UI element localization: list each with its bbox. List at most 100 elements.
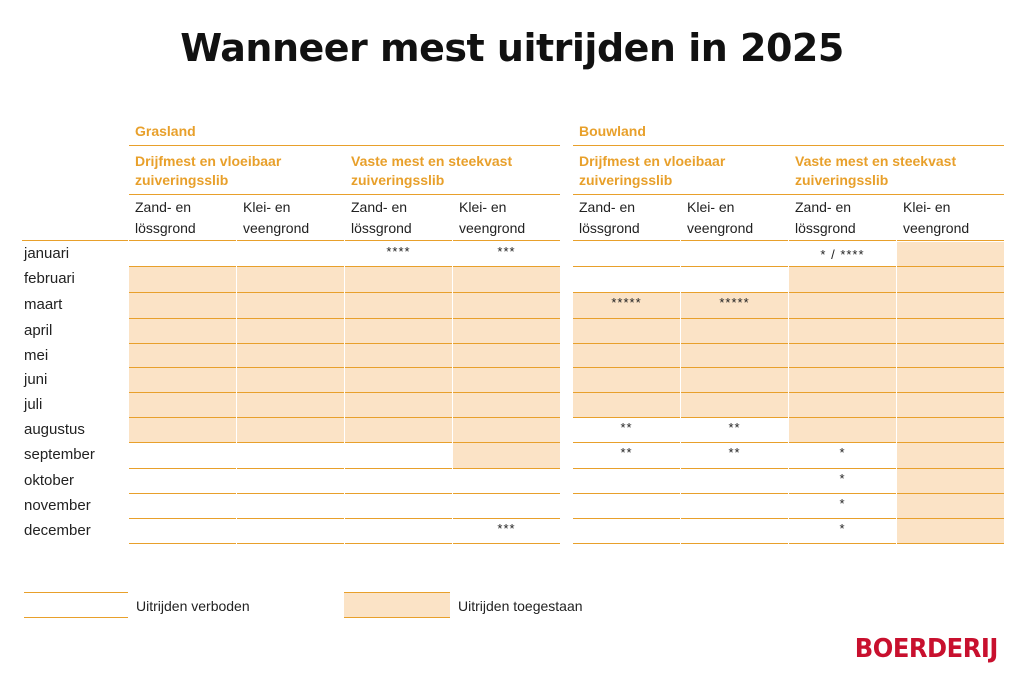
calendar-cell-rule [573, 266, 680, 267]
calendar-cell-rule [237, 493, 344, 494]
calendar-cell-1-0-0-november [573, 494, 680, 518]
calendar-cell-rule [573, 367, 680, 368]
month-label-april: april [24, 322, 53, 339]
calendar-cell-rule [573, 417, 680, 418]
month-row-rule [22, 417, 128, 418]
calendar-cell-rule [345, 292, 452, 293]
calendar-cell-1-0-1-maart: ***** [681, 293, 788, 318]
legend-swatch-forbidden-bottom [24, 617, 128, 618]
calendar-cell-1-0-1-september: ** [681, 443, 788, 468]
calendar-cell-rule [897, 318, 1004, 319]
calendar-cell-rule [453, 367, 560, 368]
calendar-cell-0-0-1-juni [237, 368, 344, 392]
month-row-rule [22, 442, 128, 443]
column-header-1-1-0: Zand- en lössgrond [795, 199, 856, 236]
calendar-cell-rule [897, 518, 1004, 519]
calendar-cell-rule [681, 266, 788, 267]
calendar-cell-rule [681, 468, 788, 469]
calendar-cell-1-1-1-november [897, 494, 1004, 518]
calendar-cell-rule [453, 417, 560, 418]
calendar-cell-1-1-1-april [897, 319, 1004, 343]
calendar-cell-0-0-0-juni [129, 368, 236, 392]
group-header-rule-0 [129, 145, 560, 146]
calendar-cell-rule [237, 518, 344, 519]
cell-footnote-marker: ** [620, 420, 633, 435]
calendar-cell-rule [681, 417, 788, 418]
calendar-cell-rule [573, 468, 680, 469]
calendar-cell-1-0-0-april [573, 319, 680, 343]
calendar-cell-0-1-0-januari: **** [345, 242, 452, 266]
group-header-rule-1 [573, 145, 1004, 146]
calendar-cell-rule [129, 266, 236, 267]
calendar-cell-rule [681, 292, 788, 293]
calendar-cell-rule [237, 442, 344, 443]
calendar-cell-rule [453, 266, 560, 267]
cell-footnote-marker: * / **** [820, 247, 865, 262]
cell-footnote-marker: * [839, 471, 846, 486]
subgroup-header-0-0: Drijfmest en vloeibaar zuiveringsslib [135, 153, 282, 188]
group-header-bouwland: Bouwland [579, 123, 646, 139]
calendar-cell-rule [237, 343, 344, 344]
calendar-cell-1-1-1-december [897, 519, 1004, 543]
calendar-cell-1-0-1-juli [681, 393, 788, 417]
calendar-cell-1-1-0-september: * [789, 443, 896, 468]
column-header-1-1-1: Klei- en veengrond [903, 199, 970, 236]
calendar-cell-rule [237, 392, 344, 393]
calendar-cell-rule [453, 343, 560, 344]
calendar-cell-0-1-1-januari: *** [453, 242, 560, 266]
calendar-cell-0-0-0-januari [129, 242, 236, 266]
calendar-cell-rule [897, 493, 1004, 494]
calendar-cell-rule [573, 343, 680, 344]
column-header-rule-1-0-1 [681, 240, 788, 241]
month-row-rule [22, 367, 128, 368]
calendar-cell-1-0-0-maart: ***** [573, 293, 680, 318]
calendar-cell-rule [237, 292, 344, 293]
calendar-cell-rule [573, 493, 680, 494]
calendar-cell-rule [345, 468, 452, 469]
calendar-cell-rule [237, 543, 344, 544]
calendar-cell-1-1-0-mei [789, 344, 896, 367]
calendar-cell-0-1-1-juni [453, 368, 560, 392]
calendar-cell-rule [237, 367, 344, 368]
calendar-cell-rule [681, 318, 788, 319]
calendar-cell-0-0-1-maart [237, 293, 344, 318]
calendar-cell-rule [681, 543, 788, 544]
month-label-maart: maart [24, 296, 63, 313]
month-label-februari: februari [24, 270, 75, 287]
calendar-cell-0-1-1-november [453, 494, 560, 518]
calendar-cell-rule [897, 367, 1004, 368]
calendar-cell-rule [345, 417, 452, 418]
calendar-cell-0-1-0-juli [345, 393, 452, 417]
page-title: Wanneer mest uitrijden in 2025 [180, 26, 844, 70]
calendar-cell-rule [789, 442, 896, 443]
calendar-cell-1-1-0-december: * [789, 519, 896, 543]
month-row-rule [22, 518, 128, 519]
calendar-cell-1-0-1-januari [681, 242, 788, 266]
calendar-cell-0-1-1-mei [453, 344, 560, 367]
month-label-mei: mei [24, 347, 49, 364]
calendar-cell-1-0-0-juni [573, 368, 680, 392]
calendar-cell-rule [897, 392, 1004, 393]
calendar-cell-1-0-0-mei [573, 344, 680, 367]
calendar-cell-rule [453, 392, 560, 393]
calendar-cell-rule [789, 367, 896, 368]
calendar-cell-rule [789, 292, 896, 293]
calendar-cell-0-1-1-april [453, 319, 560, 343]
calendar-cell-rule [573, 318, 680, 319]
calendar-cell-0-1-1-december: *** [453, 519, 560, 543]
calendar-cell-rule [129, 367, 236, 368]
month-row-rule [22, 292, 128, 293]
calendar-cell-1-0-1-november [681, 494, 788, 518]
calendar-cell-0-0-1-februari [237, 267, 344, 292]
calendar-cell-rule [681, 343, 788, 344]
calendar-cell-0-0-0-oktober [129, 469, 236, 493]
calendar-cell-rule [789, 266, 896, 267]
calendar-cell-rule [897, 468, 1004, 469]
calendar-cell-rule [129, 392, 236, 393]
calendar-cell-rule [573, 392, 680, 393]
calendar-cell-rule [573, 442, 680, 443]
calendar-cell-rule [789, 543, 896, 544]
calendar-cell-0-0-1-augustus [237, 418, 344, 442]
column-header-rule-0-0-1 [237, 240, 344, 241]
calendar-cell-rule [129, 543, 236, 544]
